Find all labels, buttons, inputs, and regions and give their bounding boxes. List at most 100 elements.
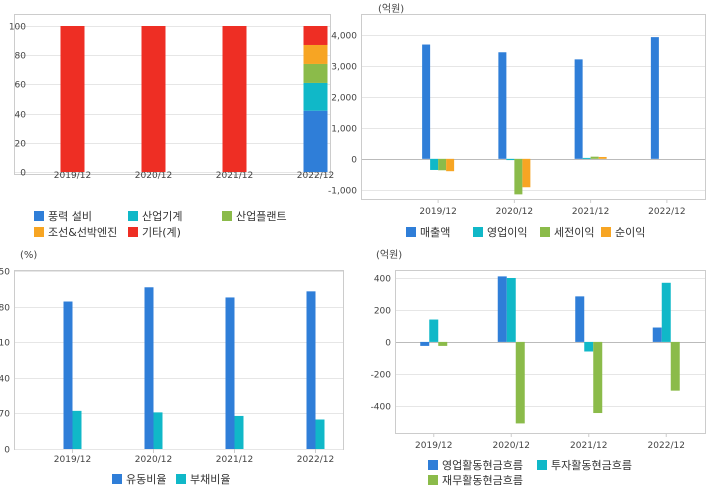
bar-영업활동현금흐름 (497, 276, 507, 342)
legend-swatch (176, 474, 186, 484)
legend-label: 영업활동현금흐름 (442, 458, 523, 472)
legend-swatch (128, 211, 138, 221)
y-tick-label: 70 (0, 410, 10, 420)
x-tick-label: 2022/12 (297, 455, 334, 465)
bar-순이익 (598, 156, 607, 159)
legend-item[interactable]: 산업플랜트 (222, 210, 287, 223)
bar-기타(계) (303, 26, 328, 45)
legend-swatch (222, 211, 232, 221)
legend-label: 풍력 설비 (48, 210, 92, 223)
bar-조선&선박엔진 (303, 44, 328, 64)
bar-순이익 (446, 158, 455, 172)
x-tick-label: 2019/12 (54, 171, 91, 181)
bar-산업플랜트 (303, 63, 328, 83)
x-tick-label: 2019/12 (54, 455, 91, 465)
legend-label: 조선&선박엔진 (48, 226, 117, 239)
bar-세전이익 (438, 158, 447, 171)
bar-영업활동현금흐름 (575, 296, 585, 342)
bar-재무활동현금흐름 (593, 341, 603, 414)
bar-영업이익 (506, 158, 515, 161)
legend-item[interactable]: 영업이익 (473, 226, 527, 239)
y-tick-label: 80 (15, 52, 27, 62)
y-tick-label: 200 (374, 307, 391, 317)
legend-item[interactable]: 세전이익 (540, 226, 594, 239)
legend-item[interactable]: 유동비율 (112, 473, 166, 486)
y-tick-label: 3,000 (331, 63, 357, 73)
legend-swatch (473, 227, 483, 237)
y-tick-label: 4,000 (331, 32, 357, 42)
legend-item[interactable]: 부채비율 (176, 473, 230, 486)
bar-매출액 (498, 52, 507, 159)
bar-기타(계) (222, 26, 247, 172)
x-tick-label: 2021/12 (570, 441, 607, 451)
x-tick-label: 2022/12 (297, 171, 334, 181)
chart-frame (361, 14, 706, 200)
bar-순이익 (522, 158, 531, 188)
unit-label: (%) (20, 250, 37, 261)
bar-영업활동현금흐름 (652, 327, 662, 342)
bar-부채비율 (234, 415, 244, 449)
bar-영업이익 (582, 157, 591, 159)
legend-swatch (601, 227, 611, 237)
y-tick-label: 100 (9, 23, 26, 33)
x-tick-label: 2020/12 (135, 455, 172, 465)
legend-swatch (112, 474, 122, 484)
y-tick-label: 20 (15, 140, 27, 150)
x-tick-label: 2022/12 (648, 207, 685, 217)
y-tick-label: 210 (0, 339, 10, 349)
x-tick-label: 2021/12 (572, 207, 609, 217)
chart-frame (395, 270, 706, 434)
legend-label: 영업이익 (487, 226, 527, 239)
bar-세전이익 (514, 158, 523, 195)
y-tick-label: 0 (4, 446, 10, 456)
x-tick-label: 2020/12 (135, 171, 172, 181)
bar-영업활동현금흐름 (420, 341, 430, 346)
y-tick-label: 0 (351, 156, 357, 166)
x-tick-label: 2020/12 (496, 207, 533, 217)
bar-유동비율 (144, 287, 154, 449)
bar-기타(계) (141, 26, 166, 172)
y-tick-label: 60 (15, 81, 27, 91)
legend-item[interactable]: 투자활동현금흐름 (537, 458, 632, 472)
legend-swatch (34, 211, 44, 221)
bar-매출액 (650, 37, 659, 159)
legend-swatch (406, 227, 416, 237)
bar-풍력-설비 (303, 110, 328, 172)
bar-투자활동현금흐름 (584, 341, 594, 352)
legend-item[interactable]: 조선&선박엔진 (34, 226, 117, 239)
legend-item[interactable]: 풍력 설비 (34, 210, 92, 223)
bar-유동비율 (225, 297, 235, 449)
bar-매출액 (422, 44, 431, 159)
legend-item[interactable]: 순이익 (601, 226, 645, 239)
cashflow-chart: (억원) -400 -200 0 200 400 2019/12 2020/12 2021/12… (371, 249, 706, 487)
legend-label: 투자활동현금흐름 (551, 458, 632, 472)
bar-영업이익 (430, 158, 439, 170)
legend-item[interactable]: 산업기계 (128, 210, 182, 223)
ratios-chart: (%) 0 70 140 210 280 350 2019/12 2020/12 2021/12 2… (0, 250, 344, 486)
bar-산업기계 (303, 82, 328, 111)
bar-세전이익 (590, 156, 599, 159)
y-tick-label: 0 (385, 339, 391, 349)
y-tick-label: 400 (374, 275, 391, 285)
x-tick-label: 2020/12 (493, 441, 530, 451)
legend-item[interactable]: 영업활동현금흐름 (428, 458, 523, 472)
unit-label: (억원) (376, 249, 402, 261)
legend-item[interactable]: 재무활동현금흐름 (428, 473, 523, 487)
legend-swatch (540, 227, 550, 237)
legend-item[interactable]: 기타(계) (128, 226, 181, 239)
y-tick-label: 2,000 (331, 94, 357, 104)
bar-재무활동현금흐름 (670, 341, 680, 391)
legend-item[interactable]: 매출액 (406, 226, 450, 239)
legend-swatch (428, 460, 438, 470)
y-tick-label: 280 (0, 304, 10, 314)
bar-유동비율 (306, 291, 316, 449)
bar-재무활동현금흐름 (515, 341, 525, 424)
x-tick-label: 2019/12 (419, 207, 456, 217)
sales-composition-chart: 0 20 40 60 80 100 2019/12 2020/12 2021/12 2022/12… (9, 14, 334, 239)
bar-기타(계) (60, 26, 85, 172)
legend-swatch (428, 475, 438, 485)
unit-label: (억원) (378, 3, 404, 15)
bar-부채비율 (315, 419, 325, 449)
income-chart: (억원) -1,000 0 1,000 2,000 3,000 4,000 2019/12 20… (328, 3, 706, 239)
